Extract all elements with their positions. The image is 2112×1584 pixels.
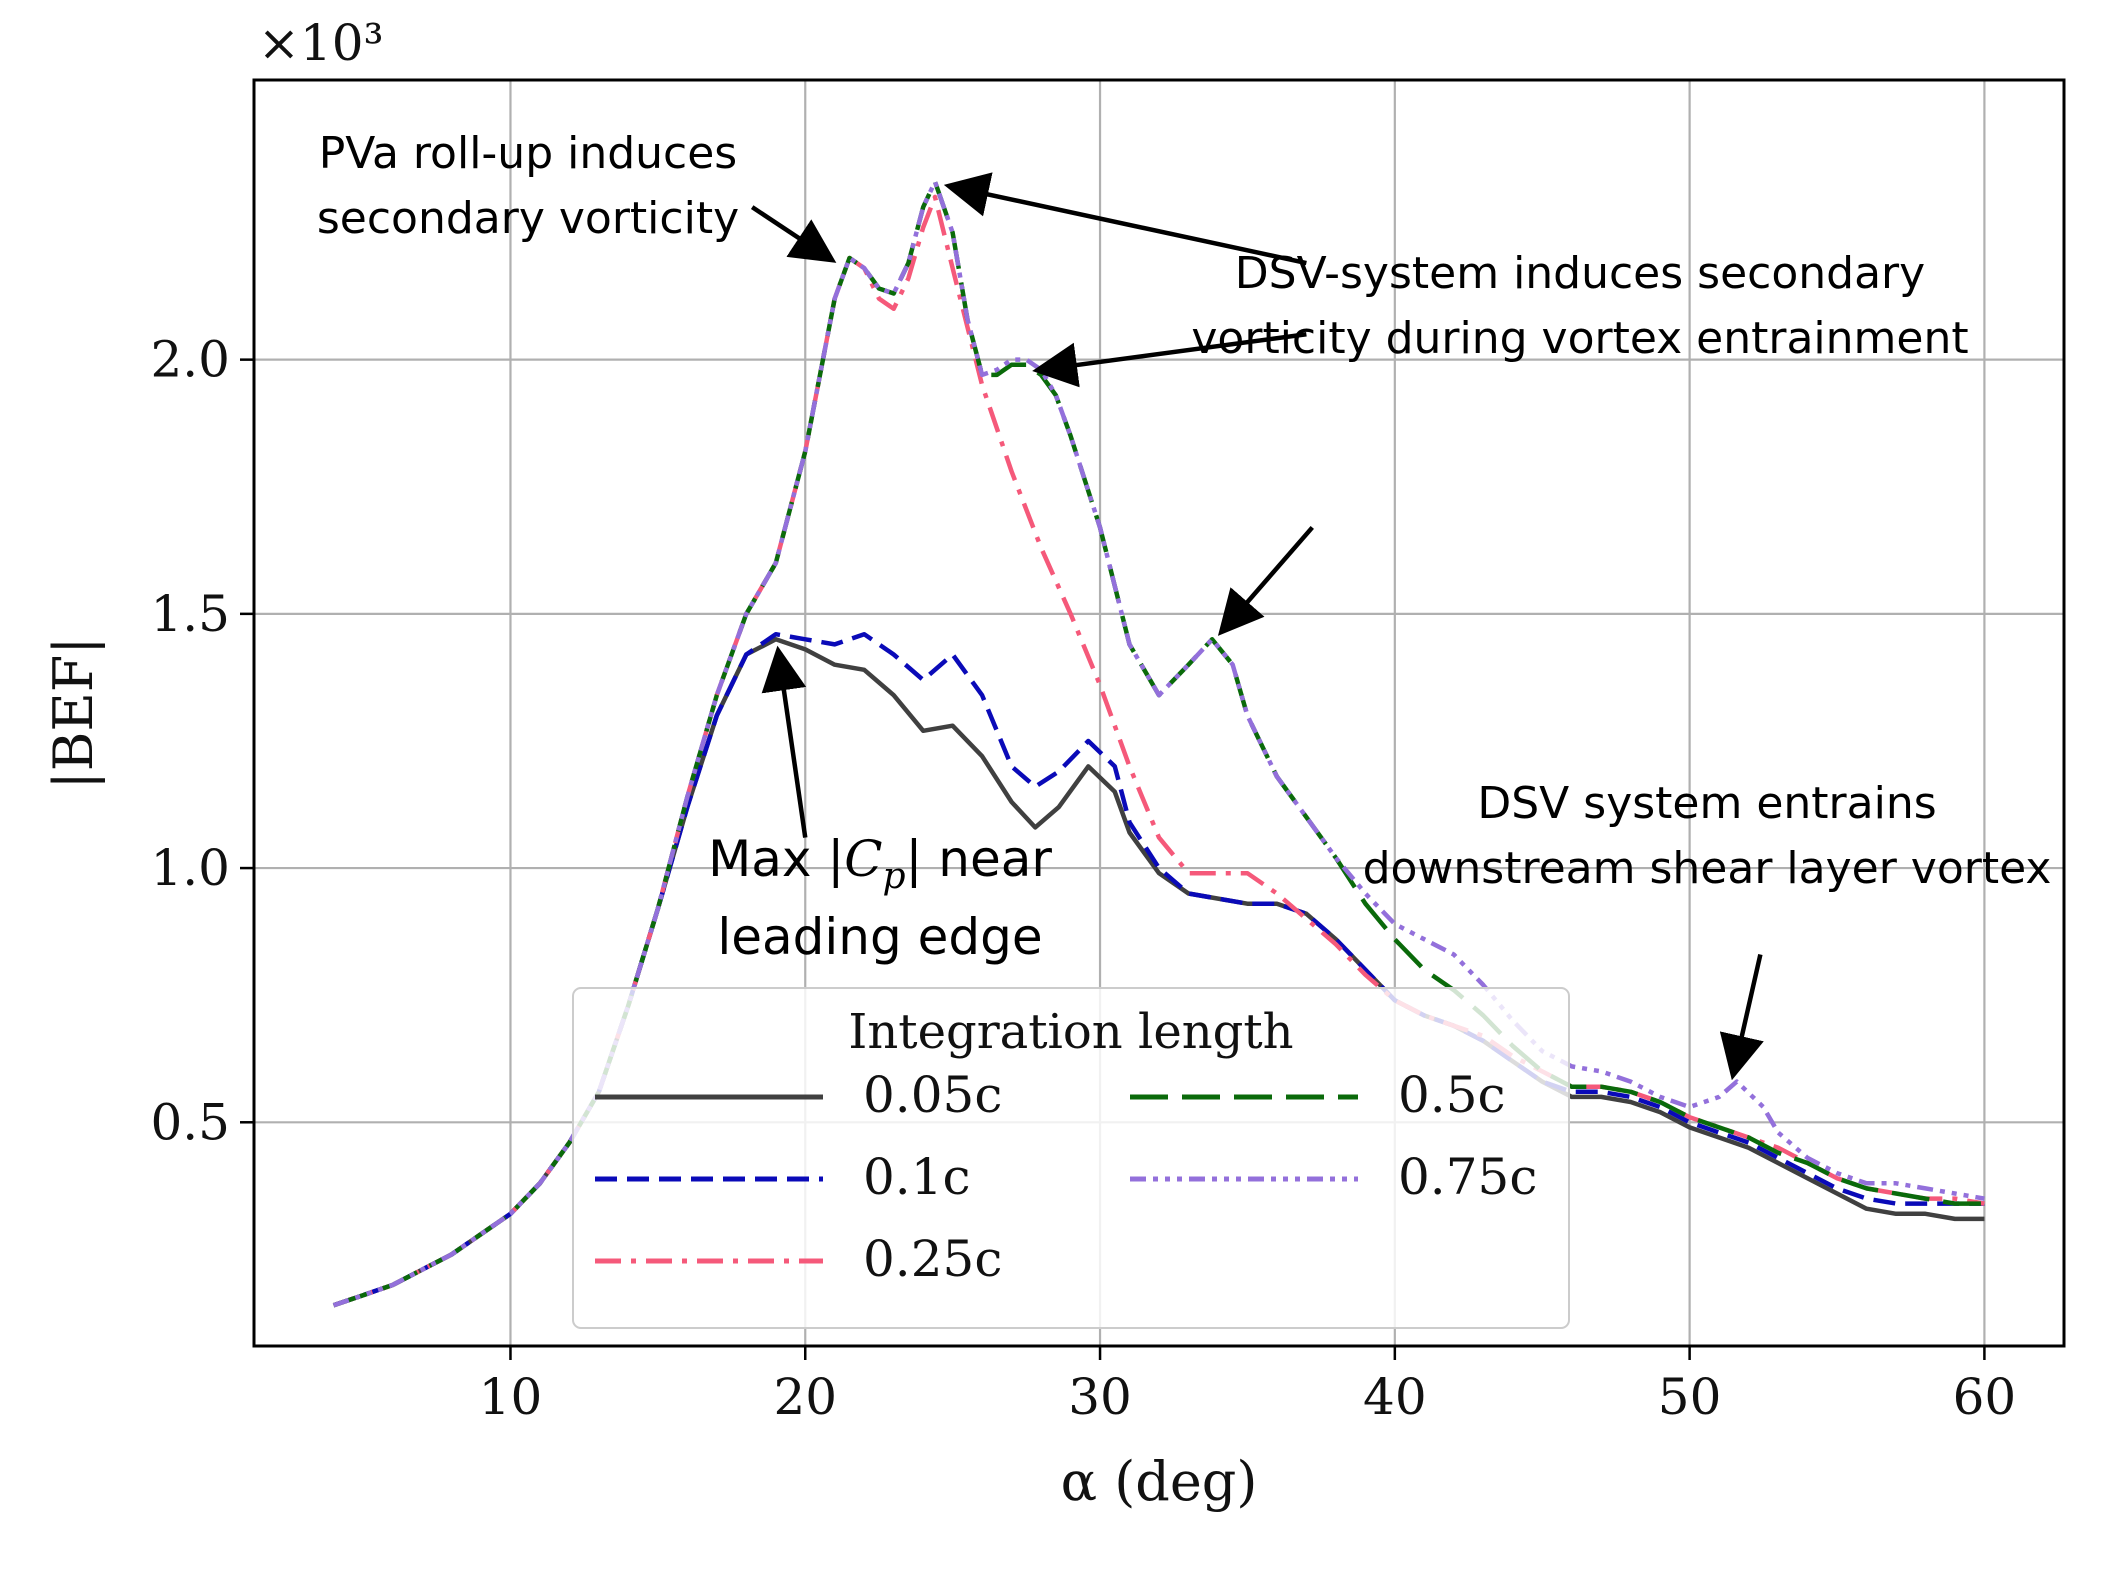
annotation-dsv-secondary-line-1: DSV-system induces secondary (1235, 248, 1925, 299)
annotation-pva-line-1: PVa roll-up induces (319, 128, 737, 179)
legend-title: Integration length (848, 1004, 1293, 1060)
annotation-dsv-shear-line-1: DSV system entrains (1477, 778, 1936, 829)
y-tick-label: 1.5 (150, 585, 230, 643)
annotation-pva: PVa roll-up induces secondary vorticity (317, 128, 739, 244)
annotation-arrow-1-0 (943, 172, 1307, 266)
y-multiplier: ×10³ (258, 14, 384, 72)
annotation-max-cp-line-2: leading edge (717, 908, 1042, 966)
legend-label-2: 0.25c (863, 1230, 1002, 1288)
legend-label-4: 0.75c (1398, 1148, 1537, 1206)
x-tick-label: 30 (1068, 1368, 1132, 1426)
annotation-dsv-secondary-line-2: vorticity during vortex entrainment (1191, 313, 1968, 364)
annotation-arrow-1-2 (1217, 525, 1314, 636)
annotation-pva-line-2: secondary vorticity (317, 193, 739, 244)
annotation-arrow-0-0 (750, 205, 837, 263)
annotation-arrows (750, 172, 1764, 1081)
annotation-arrow-2-0 (761, 645, 808, 838)
series-line-3 (332, 179, 1985, 1308)
annotation-arrow-3-0 (1719, 954, 1764, 1081)
legend-items: 0.05c 0.1c 0.25c 0.5c 0.75c (595, 1066, 1537, 1288)
legend: Integration length 0.05c 0.1c 0.25c 0.5c 0.7… (572, 987, 1570, 1329)
grid-lines (254, 80, 2064, 1346)
legend-box (572, 987, 1570, 1329)
annotation-dsv-secondary: DSV-system induces secondary vorticity d… (1191, 248, 1968, 364)
x-tick-label: 40 (1363, 1368, 1427, 1426)
y-axis-ticks: 0.5 1.0 1.5 2.0 (150, 331, 254, 1151)
x-tick-label: 50 (1658, 1368, 1722, 1426)
y-tick-label: 2.0 (150, 331, 230, 389)
annotation-dsv-shear: DSV system entrains downstream shear lay… (1363, 778, 2052, 894)
annotation-max-cp: Max |Cp| near leading edge (708, 830, 1052, 966)
legend-label-3: 0.5c (1398, 1066, 1506, 1124)
x-tick-label: 60 (1953, 1368, 2017, 1426)
y-tick-label: 0.5 (150, 1093, 230, 1151)
legend-label-1: 0.1c (863, 1148, 971, 1206)
annotations-group: PVa roll-up induces secondary vorticity … (317, 128, 2052, 1081)
legend-label-0: 0.05c (863, 1066, 1002, 1124)
annotation-max-cp-line-1: Max |Cp| near (708, 830, 1052, 897)
x-axis-ticks: 10 20 30 40 50 60 (479, 1346, 2017, 1426)
x-tick-label: 10 (479, 1368, 543, 1426)
annotation-dsv-shear-line-2: downstream shear layer vortex (1363, 843, 2052, 894)
y-axis-label: |BEF| (42, 637, 105, 790)
series-line-2 (332, 194, 1985, 1308)
x-axis-label: α (deg) (1061, 1450, 1258, 1513)
series-line-4 (332, 179, 1985, 1308)
y-tick-label: 1.0 (150, 839, 230, 897)
annotation-arrow-1-1 (1032, 331, 1307, 388)
plot-frame (252, 78, 2066, 1348)
x-tick-label: 20 (773, 1368, 837, 1426)
